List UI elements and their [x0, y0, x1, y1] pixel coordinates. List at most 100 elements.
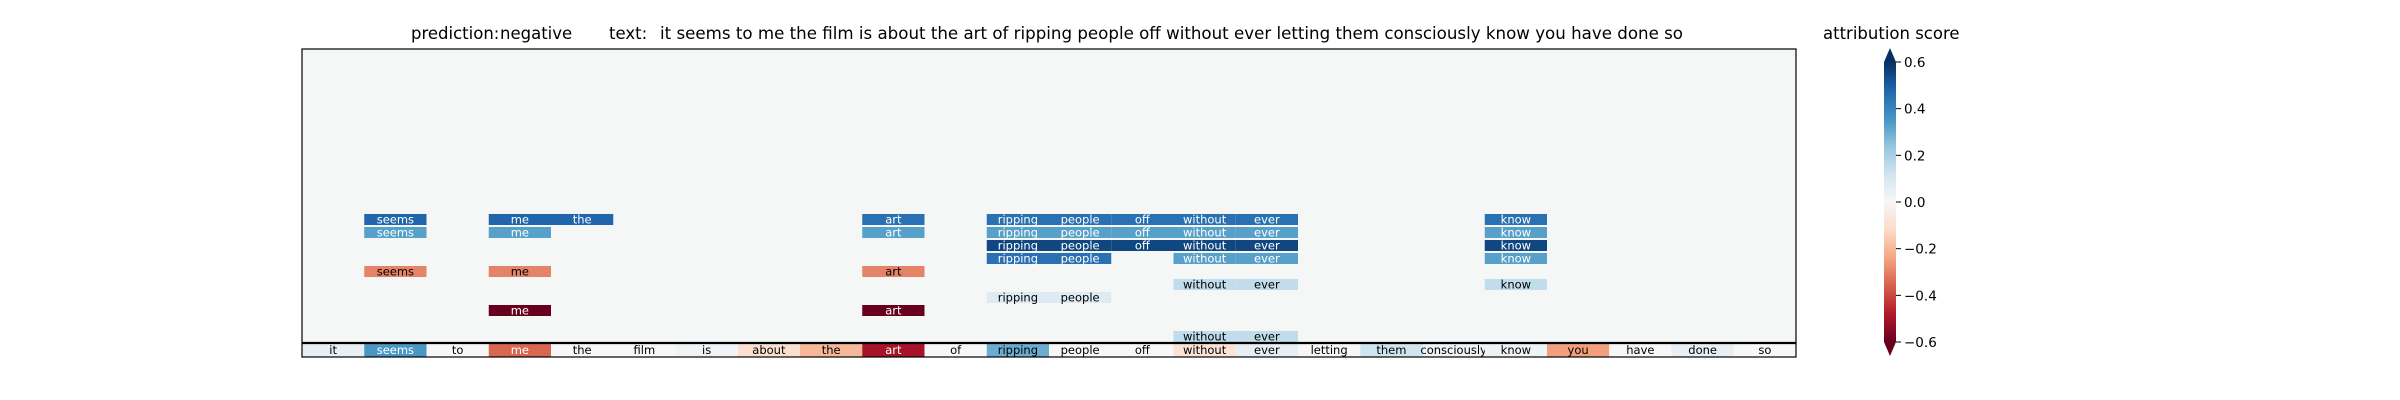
level-0-token-cell	[1049, 214, 1112, 225]
level-4-token-label: art	[885, 265, 902, 279]
level-9-token-cell	[1235, 331, 1298, 342]
base-token-label: ever	[1254, 343, 1280, 357]
level-2-token-cell	[1235, 240, 1298, 251]
base-token-cell	[364, 343, 427, 357]
colorbar-tick-label: 0.4	[1904, 102, 1925, 118]
level-0-token-cell	[488, 214, 551, 225]
level-4-token-cell	[364, 266, 427, 277]
level-3-token-cell	[1049, 253, 1112, 264]
level-0-token-label: ripping	[998, 213, 1038, 227]
base-token-label: seems	[377, 343, 414, 357]
base-token-label: ripping	[998, 343, 1038, 357]
level-3-token-cell	[1484, 253, 1547, 264]
level-2-token-label: off	[1135, 239, 1151, 253]
plot-cells: it seems to me the film is about the art of ripping…	[302, 213, 1796, 357]
level-0-token-label: me	[511, 213, 529, 227]
base-token-cell	[302, 343, 365, 357]
base-token-cell	[426, 343, 489, 357]
level-9-token-label: ever	[1254, 330, 1280, 344]
colorbar-tick-label: −0.2	[1904, 242, 1937, 258]
level-6-token-cell	[1049, 292, 1112, 303]
colorbar-title: attribution score	[1823, 24, 1960, 43]
level-3-token-label: ever	[1254, 252, 1280, 266]
plot-frame	[301, 48, 1797, 358]
prediction-label: prediction:	[411, 24, 499, 43]
level-0-token-label: ever	[1254, 213, 1280, 227]
level-1-token-label: art	[885, 226, 902, 240]
level-5-token-label: ever	[1254, 278, 1280, 292]
level-7-token-cell	[488, 305, 551, 316]
base-token-label: letting	[1311, 343, 1348, 357]
base-token-cell	[1360, 343, 1423, 357]
colorbar: 0.6 0.4 0.2 0.0 −0.2 −0.4 −0.6	[1884, 48, 1937, 356]
base-token-cell	[675, 343, 738, 357]
base-token-cell	[551, 343, 614, 357]
level-1-token-cell	[1111, 227, 1174, 238]
colorbar-tick-label: 0.2	[1904, 148, 1925, 164]
level-0-token-label: seems	[377, 213, 414, 227]
base-token-cell	[1484, 343, 1547, 357]
level-3-token-label: ripping	[998, 252, 1038, 266]
base-token-cell	[1422, 343, 1485, 357]
level-0-token-cell	[862, 214, 925, 225]
base-token-cell	[1298, 343, 1361, 357]
level-0-token-label: art	[885, 213, 902, 227]
level-9-token-cell	[1173, 331, 1236, 342]
level-2-token-label: know	[1501, 239, 1531, 253]
base-token-label: people	[1061, 343, 1100, 357]
base-token-cell	[1609, 343, 1672, 357]
level-6-token-label: ripping	[998, 291, 1038, 305]
base-token-cell	[1049, 343, 1112, 357]
level-9-token-label: without	[1183, 330, 1227, 344]
level-2-token-cell	[986, 240, 1049, 251]
colorbar-tick-label: 0.0	[1904, 195, 1925, 211]
level-1-token-cell	[1484, 227, 1547, 238]
level-3-token-cell	[986, 253, 1049, 264]
text-value: it seems to me the film is about the art…	[660, 24, 1683, 43]
level-3-token-label: without	[1183, 252, 1227, 266]
base-token-cell	[924, 343, 987, 357]
level-1-token-label: me	[511, 226, 529, 240]
colorbar-tick-label: −0.6	[1904, 335, 1937, 351]
level-1-token-label: know	[1501, 226, 1531, 240]
level-3-token-cell	[1235, 253, 1298, 264]
level-1-token-cell	[1235, 227, 1298, 238]
base-token-label: so	[1758, 343, 1771, 357]
colorbar-tick-label: 0.6	[1904, 55, 1925, 71]
level-0-token-cell	[1235, 214, 1298, 225]
level-4-token-cell	[862, 266, 925, 277]
level-1-token-label: people	[1061, 226, 1100, 240]
level-7-token-label: me	[511, 304, 529, 318]
level-3-token-cell	[1173, 253, 1236, 264]
colorbar-gradient	[1884, 62, 1896, 342]
text-label: text:	[609, 24, 647, 43]
base-token-cell	[1235, 343, 1298, 357]
base-token-cell	[613, 343, 676, 357]
level-1-token-label: ripping	[998, 226, 1038, 240]
base-token-label: them	[1376, 343, 1406, 357]
level-5-token-cell	[1484, 279, 1547, 290]
base-token-cell	[1671, 343, 1734, 357]
level-0-token-cell	[1111, 214, 1174, 225]
level-1-token-cell	[862, 227, 925, 238]
base-token-label: know	[1501, 343, 1531, 357]
level-1-token-label: off	[1135, 226, 1151, 240]
colorbar-min-extension	[1884, 342, 1896, 356]
level-2-token-cell	[1049, 240, 1112, 251]
level-0-token-label: know	[1501, 213, 1531, 227]
level-7-token-cell	[862, 305, 925, 316]
base-token-cell	[488, 343, 551, 357]
level-5-token-label: without	[1183, 278, 1227, 292]
level-3-token-label: know	[1501, 252, 1531, 266]
base-token-label: consciously	[1420, 343, 1487, 357]
base-token-label: of	[950, 343, 962, 357]
level-0-token-label: off	[1135, 213, 1151, 227]
base-token-label: art	[885, 343, 902, 357]
level-1-token-cell	[488, 227, 551, 238]
level-2-token-cell	[1173, 240, 1236, 251]
level-7-token-label: art	[885, 304, 902, 318]
level-1-token-label: ever	[1254, 226, 1280, 240]
level-0-token-cell	[986, 214, 1049, 225]
level-0-token-label: people	[1061, 213, 1100, 227]
